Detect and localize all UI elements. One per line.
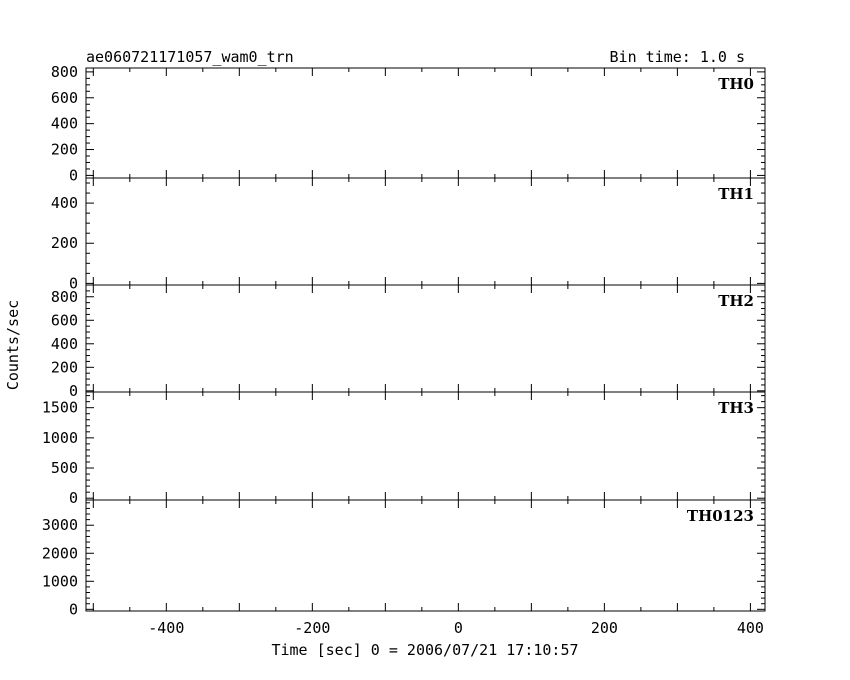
y-tick-label: 800: [51, 288, 78, 306]
x-tick-label: -400: [148, 619, 184, 637]
y-tick-label: 0: [69, 600, 78, 618]
y-tick-label: 1500: [42, 399, 78, 417]
y-tick-label: 200: [51, 141, 78, 159]
series-label-th0123: TH0123: [687, 507, 754, 525]
y-tick-label: 0: [69, 274, 78, 292]
y-tick-label: 0: [69, 166, 78, 184]
x-tick-label: 200: [591, 619, 618, 637]
y-tick-label: 400: [51, 335, 78, 353]
series-label-th2: TH2: [718, 292, 754, 310]
y-tick-label: 3000: [42, 516, 78, 534]
y-tick-label: 200: [51, 358, 78, 376]
chart-title: ae060721171057_wam0_trn: [86, 48, 294, 66]
panel-frame-th1: [85, 177, 766, 286]
y-tick-label: 800: [51, 63, 78, 81]
y-tick-label: 1000: [42, 429, 78, 447]
panels-group: 0 200 400 600 800 TH0 0 200 400 TH1 0 200 400 600 800 T…: [42, 63, 766, 637]
y-axis-label: Counts/sec: [4, 300, 22, 390]
series-label-th0: TH0: [718, 75, 754, 93]
bin-time-label: Bin time: 1.0 s: [610, 48, 745, 66]
y-tick-label: 0: [69, 489, 78, 507]
series-label-th1: TH1: [718, 185, 754, 203]
y-tick-label: 600: [51, 311, 78, 329]
panel-frame-th3: [85, 391, 766, 501]
series-label-th3: TH3: [718, 399, 754, 417]
y-tick-label: 600: [51, 89, 78, 107]
y-tick-label: 500: [51, 459, 78, 477]
x-tick-label: 0: [454, 619, 463, 637]
y-tick-label: 1000: [42, 572, 78, 590]
panel-frame-th0123: [85, 499, 766, 612]
y-tick-label: 0: [69, 382, 78, 400]
panel-frame-th2: [85, 284, 766, 393]
x-tick-label: -200: [294, 619, 330, 637]
y-tick-label: 200: [51, 234, 78, 252]
y-tick-label: 400: [51, 115, 78, 133]
x-tick-label: 400: [737, 619, 764, 637]
panel-frame-th0: [85, 67, 766, 179]
y-tick-label: 2000: [42, 544, 78, 562]
y-tick-label: 400: [51, 194, 78, 212]
x-axis-label: Time [sec] 0 = 2006/07/21 17:10:57: [271, 641, 578, 659]
